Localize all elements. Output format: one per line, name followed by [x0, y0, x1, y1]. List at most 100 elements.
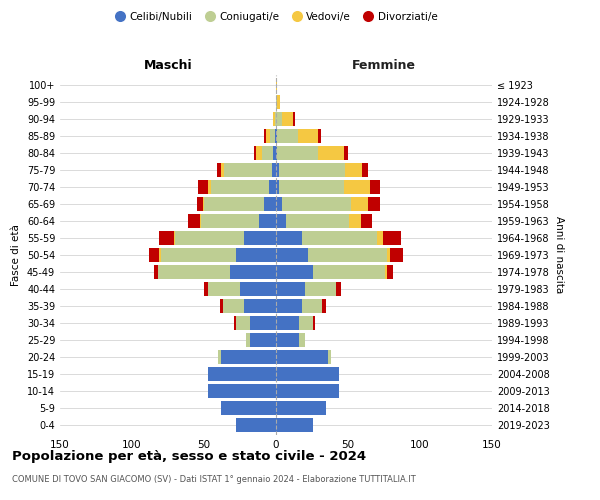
Bar — [273, 112, 275, 126]
Bar — [302, 299, 322, 313]
Bar — [208, 180, 211, 194]
Bar — [344, 146, 348, 160]
Bar — [262, 146, 273, 160]
Bar — [276, 95, 277, 109]
Bar — [383, 231, 401, 245]
Bar — [385, 265, 387, 279]
Bar — [299, 316, 313, 330]
Bar — [208, 367, 276, 381]
Bar — [387, 248, 390, 262]
Bar — [276, 146, 277, 160]
Bar — [282, 197, 351, 211]
Bar — [282, 112, 293, 126]
Bar — [273, 146, 276, 160]
Bar — [236, 316, 250, 330]
Bar — [256, 146, 262, 160]
Bar — [230, 265, 276, 279]
Bar — [368, 197, 380, 211]
Bar — [208, 384, 276, 398]
Bar — [234, 316, 236, 330]
Bar — [240, 282, 276, 296]
Bar — [345, 163, 362, 177]
Bar — [276, 112, 282, 126]
Bar — [293, 112, 295, 126]
Bar — [254, 146, 256, 160]
Bar — [377, 231, 383, 245]
Bar — [188, 214, 200, 228]
Bar — [361, 214, 373, 228]
Bar — [158, 265, 230, 279]
Bar — [298, 129, 318, 143]
Bar — [277, 146, 318, 160]
Bar — [276, 265, 313, 279]
Bar — [272, 163, 276, 177]
Bar — [160, 248, 161, 262]
Bar — [246, 333, 250, 347]
Bar — [322, 299, 326, 313]
Bar — [305, 282, 337, 296]
Bar — [276, 231, 302, 245]
Legend: Celibi/Nubili, Coniugati/e, Vedovi/e, Divorziati/e: Celibi/Nubili, Coniugati/e, Vedovi/e, Di… — [110, 8, 442, 26]
Bar — [201, 214, 259, 228]
Bar — [149, 248, 160, 262]
Bar — [351, 197, 368, 211]
Bar — [276, 163, 279, 177]
Bar — [390, 248, 403, 262]
Bar — [318, 129, 320, 143]
Bar — [160, 231, 174, 245]
Bar — [275, 129, 276, 143]
Bar — [244, 231, 276, 245]
Text: Femmine: Femmine — [352, 58, 416, 71]
Bar — [277, 95, 280, 109]
Bar — [276, 214, 286, 228]
Bar — [362, 163, 368, 177]
Bar — [197, 197, 203, 211]
Bar — [269, 180, 276, 194]
Bar — [344, 180, 370, 194]
Bar — [265, 129, 266, 143]
Bar — [200, 214, 201, 228]
Bar — [236, 418, 276, 432]
Bar — [221, 350, 276, 364]
Bar — [349, 214, 361, 228]
Bar — [328, 350, 331, 364]
Text: COMUNE DI TOVO SAN GIACOMO (SV) - Dati ISTAT 1° gennaio 2024 - Elaborazione TUTT: COMUNE DI TOVO SAN GIACOMO (SV) - Dati I… — [12, 475, 416, 484]
Bar — [265, 197, 276, 211]
Bar — [203, 197, 204, 211]
Bar — [211, 180, 269, 194]
Bar — [276, 316, 299, 330]
Bar — [217, 163, 221, 177]
Bar — [154, 265, 158, 279]
Bar — [259, 214, 276, 228]
Bar — [276, 401, 326, 415]
Text: Popolazione per età, sesso e stato civile - 2024: Popolazione per età, sesso e stato civil… — [12, 450, 366, 463]
Bar — [208, 282, 240, 296]
Bar — [279, 163, 345, 177]
Bar — [313, 265, 385, 279]
Bar — [224, 163, 272, 177]
Bar — [266, 129, 270, 143]
Bar — [276, 299, 302, 313]
Bar — [276, 78, 277, 92]
Bar — [175, 231, 244, 245]
Bar — [270, 129, 275, 143]
Bar — [276, 197, 282, 211]
Bar — [299, 333, 305, 347]
Bar — [337, 282, 341, 296]
Bar — [276, 418, 313, 432]
Bar — [318, 146, 344, 160]
Bar — [221, 163, 224, 177]
Bar — [276, 384, 340, 398]
Bar — [276, 248, 308, 262]
Bar — [198, 180, 208, 194]
Bar — [221, 401, 276, 415]
Bar — [276, 367, 340, 381]
Bar — [276, 180, 279, 194]
Bar — [313, 316, 315, 330]
Bar — [302, 231, 377, 245]
Bar — [276, 333, 299, 347]
Bar — [204, 197, 265, 211]
Bar — [279, 180, 344, 194]
Y-axis label: Anni di nascita: Anni di nascita — [554, 216, 563, 294]
Bar — [236, 248, 276, 262]
